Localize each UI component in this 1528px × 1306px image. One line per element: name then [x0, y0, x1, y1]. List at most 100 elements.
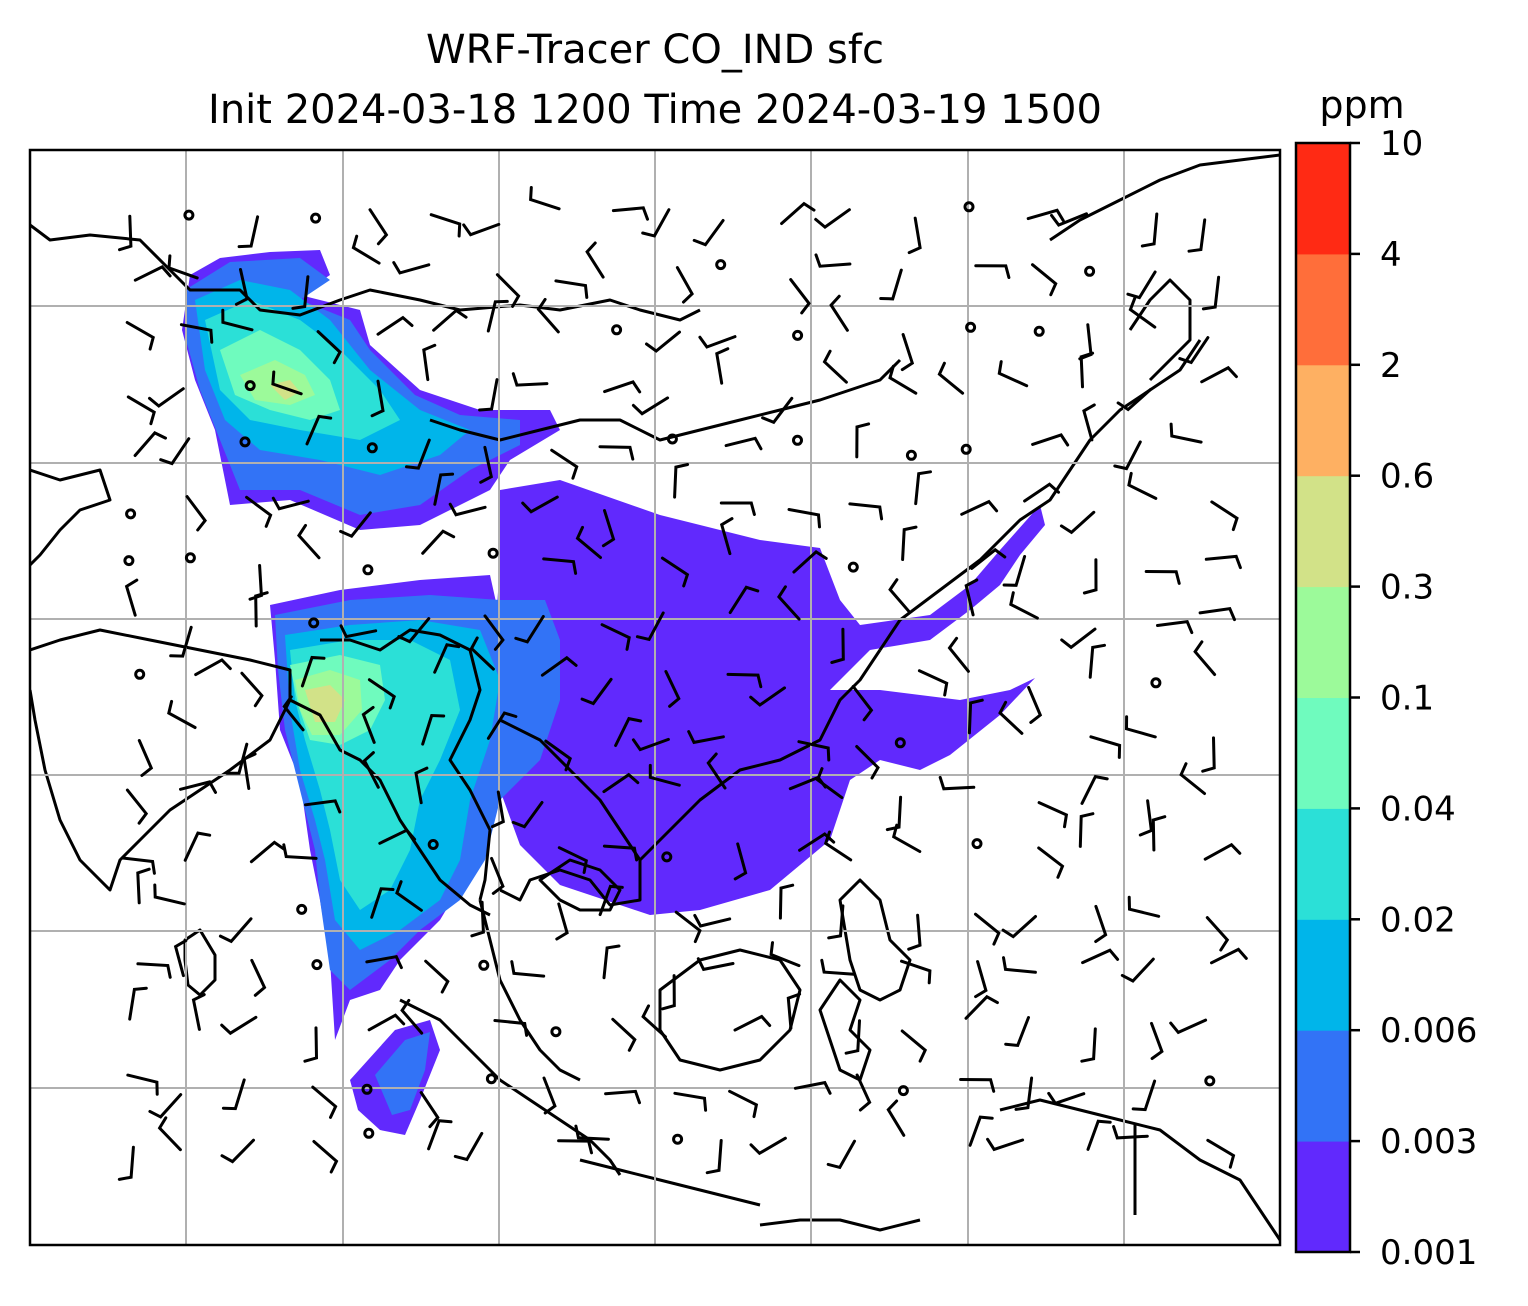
wind-barb: [282, 695, 305, 732]
wind-barb: [540, 655, 578, 677]
wind-barb: [1112, 1125, 1149, 1140]
coastline-borneo: [658, 948, 802, 1072]
border-myanmar: [429, 358, 902, 442]
wind-barb: [960, 499, 999, 516]
wind-barb: [974, 960, 988, 999]
wind-barb: [510, 960, 546, 978]
wind-barb: [1210, 500, 1239, 532]
wind-barb: [1150, 1021, 1164, 1060]
coastline-india: [30, 628, 292, 892]
wind-barb: [1031, 263, 1058, 297]
calm-wind-circle: [244, 380, 256, 392]
wind-barb: [645, 330, 681, 353]
wind-barb: [696, 957, 735, 972]
wind-barb: [1131, 1079, 1157, 1112]
wind-barb: [855, 422, 871, 459]
wind-barb: [851, 685, 874, 722]
colorbar-tick-label: 0.006: [1380, 1011, 1477, 1051]
wind-barb: [900, 1029, 928, 1063]
wind-barb: [1156, 619, 1194, 635]
wind-barb: [886, 1099, 906, 1137]
tracer-field: [182, 250, 1045, 1135]
wind-barb: [598, 884, 624, 917]
wind-barb: [1206, 1138, 1236, 1169]
wind-barb: [907, 913, 922, 951]
wind-barb: [136, 962, 172, 979]
wind-barb: [769, 941, 801, 968]
calm-wind-circle: [905, 449, 917, 461]
wind-barb: [1200, 365, 1238, 384]
wind-barb: [542, 1076, 557, 1115]
coastline-gulf-thailand: [538, 858, 622, 912]
wind-barb: [511, 372, 549, 387]
wind-barb: [557, 1139, 593, 1155]
wind-barb: [514, 615, 545, 644]
coastlines: [30, 153, 1280, 1241]
border-bangladesh: [320, 628, 492, 901]
colorbar-segment: [1296, 1030, 1350, 1142]
wind-barb: [218, 917, 253, 944]
map-area: [30, 150, 1280, 1245]
wind-barb: [167, 254, 199, 280]
calm-wind-circle: [361, 1083, 373, 1095]
wind-barb: [370, 379, 385, 418]
wind-barb: [787, 508, 821, 529]
wind-barb: [136, 867, 151, 905]
colorbar-segment: [1296, 1141, 1350, 1253]
wind-barb: [829, 294, 849, 332]
coastline-korea: [1128, 278, 1192, 382]
calm-wind-circle: [963, 201, 975, 213]
calm-wind-circle: [661, 851, 673, 863]
wind-barb: [900, 333, 915, 372]
wind-barb: [124, 578, 139, 617]
calm-wind-circle: [487, 547, 499, 559]
wind-barb: [1089, 735, 1122, 759]
wind-barb: [220, 1015, 258, 1036]
gridlines: [30, 150, 1280, 1245]
wind-barb: [185, 495, 207, 532]
colorbar-segment: [1296, 808, 1350, 920]
wind-barb: [304, 799, 342, 814]
wind-barb: [1210, 947, 1248, 965]
wind-barb: [970, 547, 1007, 570]
wind-barb: [421, 529, 456, 555]
wind-barb: [673, 463, 690, 499]
calm-wind-circle: [123, 555, 135, 567]
wind-barb: [490, 790, 505, 829]
colorbar: 0.001 0.003 0.006 0.02 0.04 0.1 0.3 0.6 2 4 10: [1294, 124, 1477, 1273]
wind-barb: [733, 1014, 772, 1032]
wind-barb: [814, 253, 852, 268]
calm-wind-circle: [611, 324, 623, 336]
calm-wind-circle: [1084, 265, 1096, 277]
wind-barb: [221, 1078, 246, 1111]
wind-barb: [137, 739, 154, 777]
wind-barb: [179, 780, 217, 794]
wind-barb: [400, 998, 424, 1035]
wind-barb: [367, 678, 396, 710]
wind-barb: [575, 525, 602, 559]
wind-barb: [557, 846, 588, 874]
wind-barb: [225, 742, 249, 775]
wind-barb: [1088, 643, 1106, 679]
wind-barb: [797, 740, 831, 762]
wind-barb: [128, 986, 148, 1021]
wind-barb: [191, 993, 206, 1031]
wind-barb: [1037, 801, 1069, 829]
colorbar-tick-label: 0.001: [1380, 1233, 1477, 1273]
wind-barb: [705, 1139, 723, 1175]
wind-barb: [173, 939, 188, 978]
wind-barb: [271, 370, 303, 396]
wind-barb: [300, 655, 326, 688]
wind-barb: [761, 396, 794, 425]
wind-barb: [964, 994, 999, 1020]
wind-barb: [433, 643, 461, 674]
wind-barb: [495, 273, 521, 308]
colorbar-tick-label: 10: [1380, 124, 1423, 164]
wind-barb: [392, 261, 431, 275]
wind-barb: [1081, 948, 1120, 965]
calm-wind-circle: [971, 838, 983, 850]
wind-barb: [1116, 388, 1152, 412]
calm-wind-circle: [672, 1133, 684, 1145]
calm-wind-circle: [960, 443, 972, 455]
